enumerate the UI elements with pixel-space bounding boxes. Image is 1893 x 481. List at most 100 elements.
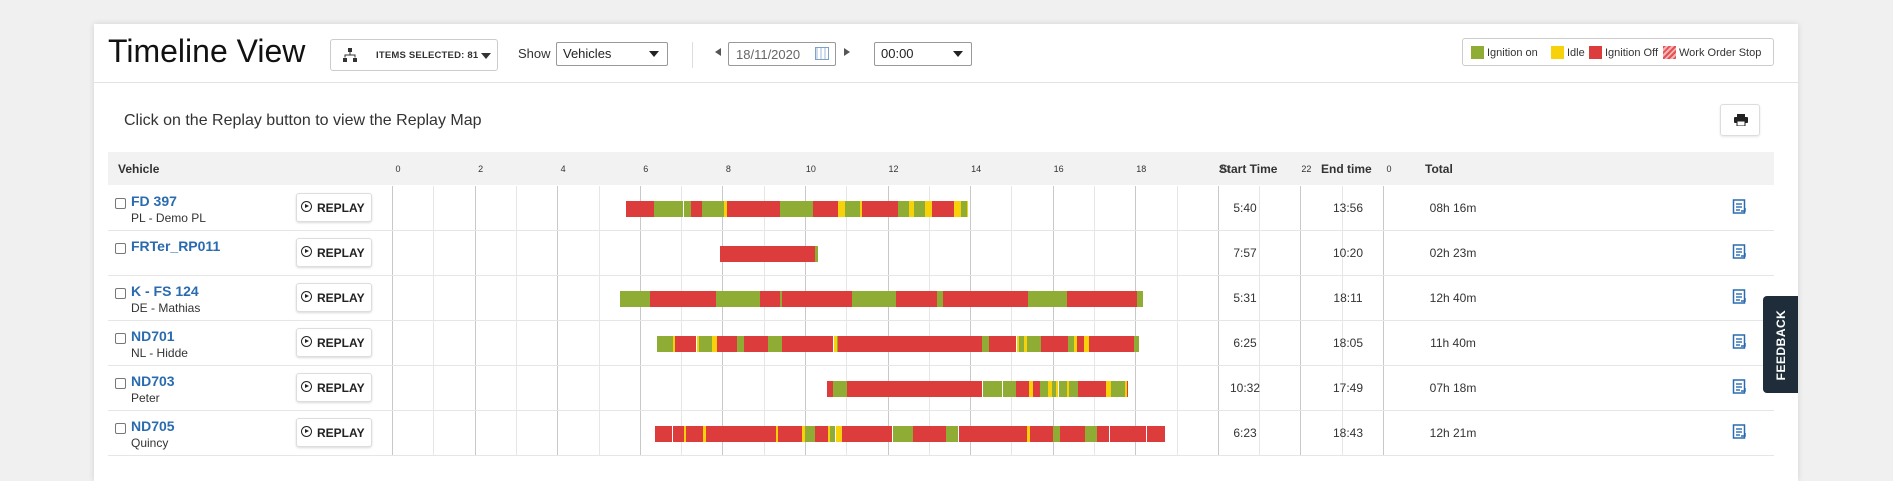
vehicle-name-link[interactable]: ND701 xyxy=(131,328,175,344)
trip-details-icon[interactable] xyxy=(1732,424,1747,440)
play-circle-icon xyxy=(301,291,312,302)
calendar-icon[interactable] xyxy=(815,47,829,60)
print-button[interactable] xyxy=(1720,104,1760,136)
activity-segment-ignition-on xyxy=(1111,381,1125,397)
activity-segment-ignition-on xyxy=(946,426,959,442)
trip-details-icon[interactable] xyxy=(1732,379,1747,395)
total-time: 12h 40m xyxy=(1429,291,1477,305)
show-select[interactable]: Vehicles xyxy=(556,42,668,66)
gridline xyxy=(1135,186,1137,230)
gridline xyxy=(474,276,476,320)
gridline xyxy=(1383,411,1384,455)
activity-segment-ignition-on xyxy=(1068,336,1074,352)
gridline xyxy=(681,231,682,275)
trip-details-icon[interactable] xyxy=(1732,199,1747,215)
gridline xyxy=(557,276,559,320)
row-checkbox[interactable] xyxy=(115,288,126,299)
activity-segment-idle xyxy=(1027,426,1031,442)
activity-segment-ignition-off xyxy=(1030,426,1054,442)
gridline xyxy=(1094,231,1095,275)
gridline xyxy=(887,231,889,275)
activity-segment-idle xyxy=(912,201,915,217)
replay-button[interactable]: REPLAY xyxy=(296,373,372,402)
activity-segment-ignition-on xyxy=(737,336,744,352)
trip-details-icon[interactable] xyxy=(1732,244,1747,260)
vehicle-name-link[interactable]: FRTer_RP011 xyxy=(131,238,221,254)
gridline xyxy=(598,276,600,320)
total-time: 07h 18m xyxy=(1429,381,1477,395)
time-select[interactable]: 00:00 xyxy=(874,42,972,66)
table-row: K - FS 124 DE - Mathias REPLAY 5:31 18:1… xyxy=(108,276,1774,321)
date-input[interactable]: 18/11/2020 xyxy=(728,42,836,66)
vehicle-name-link[interactable]: ND703 xyxy=(131,373,175,389)
gridline xyxy=(970,186,972,230)
previous-day-icon[interactable] xyxy=(715,48,721,56)
activity-segment-ignition-off xyxy=(865,381,876,397)
activity-segment-ignition-off xyxy=(782,336,806,352)
gridline xyxy=(1300,186,1302,230)
replay-button[interactable]: REPLAY xyxy=(296,238,372,267)
total-time: 12h 21m xyxy=(1429,426,1477,440)
row-checkbox[interactable] xyxy=(115,198,126,209)
activity-segment-ignition-on xyxy=(1051,381,1057,397)
replay-button[interactable]: REPLAY xyxy=(296,328,372,357)
gridline xyxy=(1176,276,1178,320)
activity-segment-ignition-off xyxy=(655,426,666,442)
activity-segment-idle xyxy=(840,201,844,217)
axis-tick-label: 6 xyxy=(643,164,649,174)
activity-segment-idle xyxy=(714,336,718,352)
vehicle-name-link[interactable]: ND705 xyxy=(131,418,175,434)
row-checkbox[interactable] xyxy=(115,423,126,434)
gridline xyxy=(1135,231,1137,275)
vehicle-driver: DE - Mathias xyxy=(131,301,201,315)
row-checkbox[interactable] xyxy=(115,333,126,344)
gridline xyxy=(1217,411,1219,455)
axis-tick-label: 18 xyxy=(1136,164,1147,174)
gridline xyxy=(1176,186,1178,230)
activity-segment-ignition-off xyxy=(777,426,793,442)
end-time: 13:56 xyxy=(1332,201,1364,215)
activity-segment-ignition-off xyxy=(755,336,768,352)
chevron-down-icon xyxy=(481,53,491,59)
legend: Ignition on Idle Ignition Off Work Order… xyxy=(1462,38,1774,66)
activity-segment-ignition-off xyxy=(842,426,865,442)
play-circle-icon xyxy=(301,246,312,257)
items-selected-dropdown[interactable]: ITEMS SELECTED: 81 xyxy=(330,39,498,71)
activity-segment-idle xyxy=(1048,381,1052,397)
replay-button[interactable]: REPLAY xyxy=(296,193,372,222)
row-checkbox[interactable] xyxy=(115,243,126,254)
legend-swatch-work-order-stop xyxy=(1663,46,1676,59)
trip-details-icon[interactable] xyxy=(1732,289,1747,305)
gridline xyxy=(639,231,641,275)
replay-label: REPLAY xyxy=(317,336,365,350)
end-time: 17:49 xyxy=(1332,381,1364,395)
gridline xyxy=(1259,321,1261,365)
table-row: ND705 Quincy REPLAY 6:23 18:43 12h 21m xyxy=(108,411,1774,456)
feedback-button[interactable]: FEEDBACK xyxy=(1763,296,1798,393)
activity-segment-ignition-off xyxy=(746,201,773,217)
gridline xyxy=(1300,366,1302,410)
vehicle-driver: NL - Hidde xyxy=(131,346,188,360)
gridline xyxy=(433,276,435,320)
replay-button[interactable]: REPLAY xyxy=(296,418,372,447)
replay-button[interactable]: REPLAY xyxy=(296,283,372,312)
activity-segment-ignition-off xyxy=(826,381,834,397)
activity-segment-idle xyxy=(1029,381,1033,397)
activity-segment-idle xyxy=(1083,336,1087,352)
axis-tick-label: 20 xyxy=(1218,164,1229,174)
activity-segment-ignition-on xyxy=(767,336,783,352)
next-day-icon[interactable] xyxy=(844,48,850,56)
gridline xyxy=(1341,186,1343,230)
divider xyxy=(692,42,693,68)
row-checkbox[interactable] xyxy=(115,378,126,389)
vehicle-driver: PL - Demo PL xyxy=(131,211,206,225)
trip-details-icon[interactable] xyxy=(1732,334,1747,350)
vehicle-name-link[interactable]: K - FS 124 xyxy=(131,283,199,299)
gridline xyxy=(1011,186,1013,230)
table-row: FD 397 PL - Demo PL REPLAY 5:40 13:56 08… xyxy=(108,186,1774,231)
vehicle-name-link[interactable]: FD 397 xyxy=(131,193,177,209)
activity-segment-ignition-off xyxy=(772,201,781,217)
gridline xyxy=(639,321,641,365)
chevron-down-icon xyxy=(953,51,963,57)
activity-segment-ignition-off xyxy=(1089,336,1116,352)
